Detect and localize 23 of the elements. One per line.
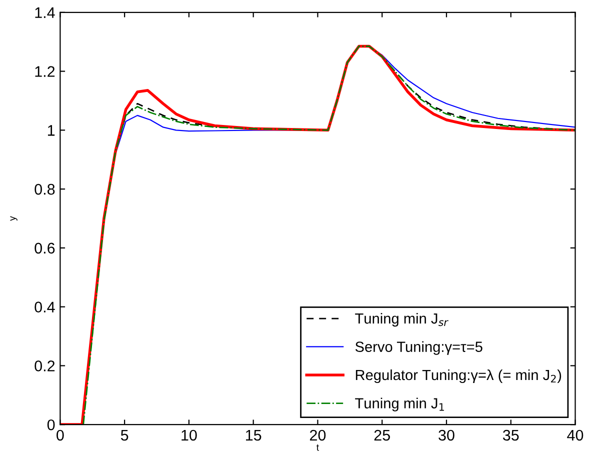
legend-label: Servo Tuning:γ=τ=5 — [355, 341, 482, 355]
legend-label: Regulator Tuning:γ=λ (= min J$_{2}$) — [356, 369, 562, 384]
x-tick-label: 15 — [246, 430, 262, 441]
x-tick-label: 25 — [374, 430, 390, 441]
x-tick-label: 20 — [310, 430, 326, 441]
y-tick-label: 0.2 — [34, 360, 55, 372]
x-axis-title: t — [316, 444, 319, 451]
x-tick-label: 10 — [182, 430, 197, 441]
x-tick-label: 40 — [567, 430, 584, 441]
y-tick-label: 0.6 — [34, 242, 55, 254]
legend-label: Tuning min J$_{sr}$ — [355, 312, 448, 327]
legend-label: Tuning min J$_{1}$ — [355, 398, 444, 412]
y-tick-label: 0.4 — [34, 302, 55, 312]
x-tick-label: 30 — [438, 430, 454, 441]
y-tick-label: 0 — [47, 419, 55, 430]
y-tick-label: 1.2 — [35, 66, 55, 77]
y-tick-label: 1.4 — [35, 7, 55, 18]
y-axis-title: y — [10, 216, 18, 221]
x-tick-label: 35 — [502, 430, 519, 441]
y-tick-label: 1 — [48, 125, 55, 136]
x-tick-label: 0 — [56, 430, 64, 441]
y-tick-label: 0.8 — [34, 184, 55, 195]
x-tick-label: 5 — [120, 430, 128, 441]
